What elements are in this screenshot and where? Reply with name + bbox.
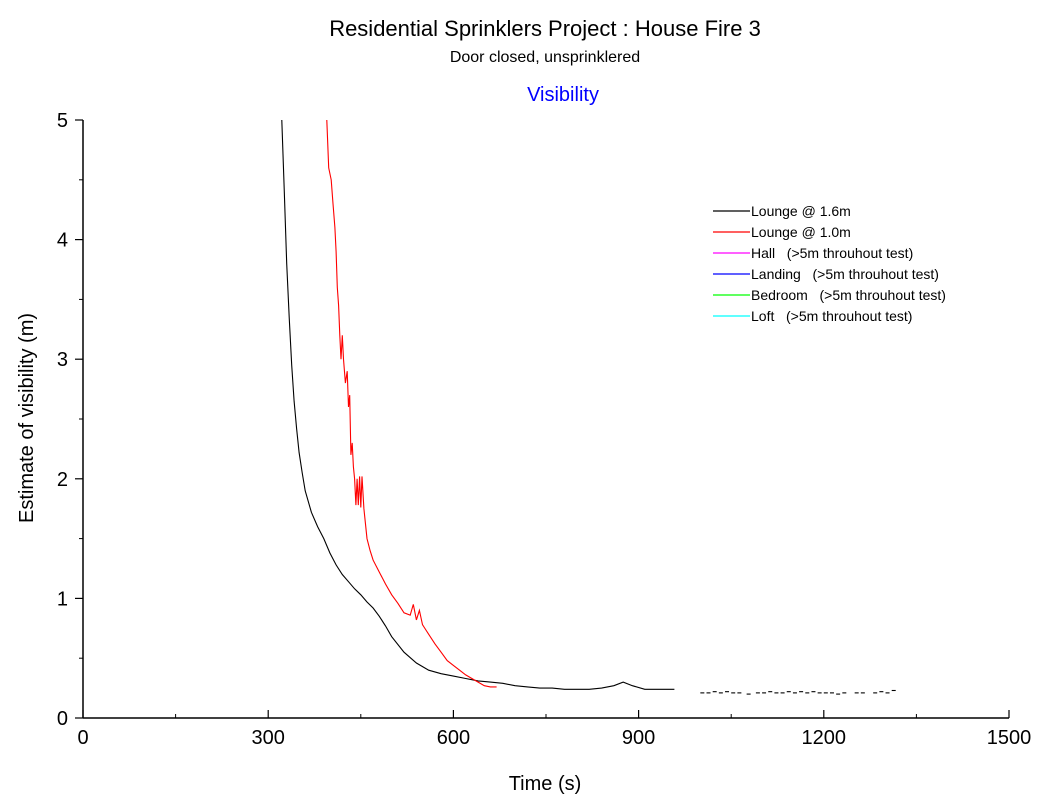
- series-line-1: [326, 119, 497, 688]
- legend: Lounge @ 1.6m Lounge @ 1.0m Hall (>5m thro…: [713, 203, 946, 324]
- chart-subtitle: Door closed, unsprinklered: [450, 49, 640, 66]
- y-tick-label: 1: [57, 588, 68, 610]
- y-tick-label: 4: [57, 230, 68, 252]
- y-tick-label: 0: [57, 708, 68, 730]
- y-axis-label: Estimate of visibility (m): [16, 313, 38, 523]
- x-tick-label: 300: [252, 727, 285, 749]
- y-tick-label: 5: [57, 110, 68, 132]
- x-tick-label: 600: [437, 727, 470, 749]
- legend-label: Hall (>5m throuhout test): [751, 245, 913, 261]
- legend-label: Bedroom (>5m throuhout test): [751, 287, 946, 303]
- legend-label: Loft (>5m throuhout test): [751, 308, 912, 324]
- series-line-0: [281, 119, 675, 690]
- x-tick-label: 0: [77, 727, 88, 749]
- panel-title: Visibility: [527, 84, 599, 106]
- x-tick-label: 1500: [987, 727, 1032, 749]
- x-tick-label: 1200: [802, 727, 847, 749]
- legend-label: Lounge @ 1.6m: [751, 203, 851, 219]
- y-tick-label: 3: [57, 349, 68, 371]
- legend-label: Landing (>5m throuhout test): [751, 266, 939, 282]
- series-layer: [281, 119, 896, 695]
- chart-title: Residential Sprinklers Project : House F…: [329, 16, 761, 41]
- ticks-layer: 0 300 600 900 1200 1500 0 1 2 3 4 5: [57, 110, 1031, 749]
- y-tick-label: 2: [57, 469, 68, 491]
- legend-label: Lounge @ 1.0m: [751, 224, 851, 240]
- x-tick-label: 900: [622, 727, 655, 749]
- x-axis-label: Time (s): [509, 773, 582, 795]
